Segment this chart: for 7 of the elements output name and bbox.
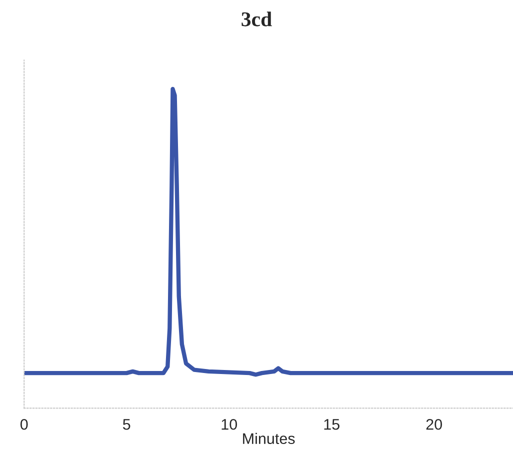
x-tick-label: 15 <box>324 419 340 430</box>
x-tick-label: 10 <box>222 418 237 430</box>
x-tick-label: 20 <box>426 418 442 430</box>
chart-title: 3cd <box>242 12 272 26</box>
x-axis-title: Minutes <box>243 432 295 444</box>
x-tick-label: 5 <box>122 419 130 430</box>
x-tick-label: 0 <box>20 418 28 430</box>
